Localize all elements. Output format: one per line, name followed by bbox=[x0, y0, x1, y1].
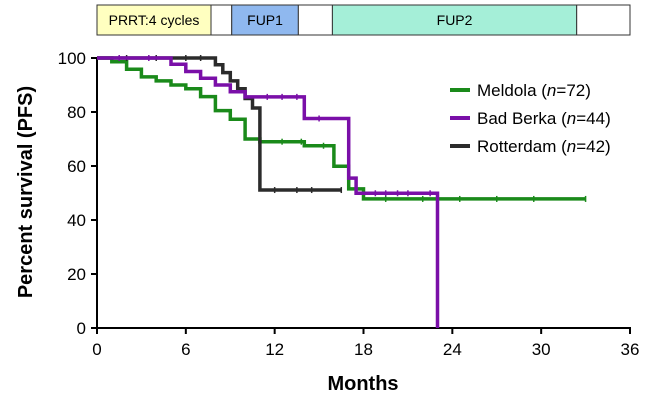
legend-label: Bad Berka (n=44) bbox=[477, 109, 611, 128]
phase-segment bbox=[96, 4, 212, 36]
phase-bar: PRRT:4 cycles FUP1 FUP2 bbox=[96, 4, 631, 36]
x-tick-label: 24 bbox=[443, 340, 462, 359]
y-tick-label: 40 bbox=[67, 211, 86, 230]
series-bad-berka bbox=[97, 55, 440, 328]
y-axis-title: Percent survival (PFS) bbox=[15, 86, 37, 298]
series-rotterdam bbox=[97, 55, 343, 194]
legend-n-symbol: n bbox=[567, 137, 576, 156]
phase-segment bbox=[231, 4, 299, 36]
legend-n-value: =72) bbox=[556, 81, 591, 100]
legend-series-name: Rotterdam ( bbox=[477, 137, 567, 156]
x-tick-label: 30 bbox=[532, 340, 551, 359]
y-tick-label: 100 bbox=[58, 49, 86, 68]
y-tick-label: 0 bbox=[77, 319, 86, 338]
legend-n-value: =42) bbox=[576, 137, 611, 156]
legend-n-symbol: n bbox=[547, 81, 556, 100]
legend: Meldola (n=72)Bad Berka (n=44)Rotterdam … bbox=[450, 81, 611, 156]
y-tick-label: 80 bbox=[67, 103, 86, 122]
y-tick-label: 20 bbox=[67, 265, 86, 284]
x-tick-label: 0 bbox=[92, 340, 101, 359]
legend-n-symbol: n bbox=[567, 109, 576, 128]
phase-segment bbox=[210, 4, 233, 36]
phase-segment bbox=[576, 4, 631, 36]
series-layer bbox=[97, 55, 587, 328]
x-tick-label: 36 bbox=[621, 340, 640, 359]
legend-n-value: =44) bbox=[576, 109, 611, 128]
x-tick-label: 6 bbox=[181, 340, 190, 359]
survival-curve bbox=[97, 56, 440, 328]
legend-series-name: Meldola ( bbox=[477, 81, 547, 100]
phase-segment bbox=[297, 4, 333, 36]
x-axis-title: Months bbox=[327, 373, 398, 395]
x-ticks: 0 6 12 18 24 30 36 bbox=[92, 328, 639, 359]
y-tick-label: 60 bbox=[67, 157, 86, 176]
survival-curve bbox=[97, 56, 342, 192]
y-ticks: 0 20 40 60 80 100 bbox=[58, 49, 97, 338]
phase-label: FUP1 bbox=[247, 12, 283, 28]
legend-label: Rotterdam (n=42) bbox=[477, 137, 611, 156]
phase-label: PRRT:4 cycles bbox=[109, 12, 200, 28]
x-tick-label: 12 bbox=[265, 340, 284, 359]
survival-curve bbox=[97, 56, 586, 201]
series-meldola bbox=[97, 56, 587, 202]
legend-label: Meldola (n=72) bbox=[477, 81, 591, 100]
phase-label: FUP2 bbox=[437, 12, 473, 28]
x-tick-label: 18 bbox=[354, 340, 373, 359]
phase-segment bbox=[331, 4, 578, 36]
legend-series-name: Bad Berka ( bbox=[477, 109, 567, 128]
